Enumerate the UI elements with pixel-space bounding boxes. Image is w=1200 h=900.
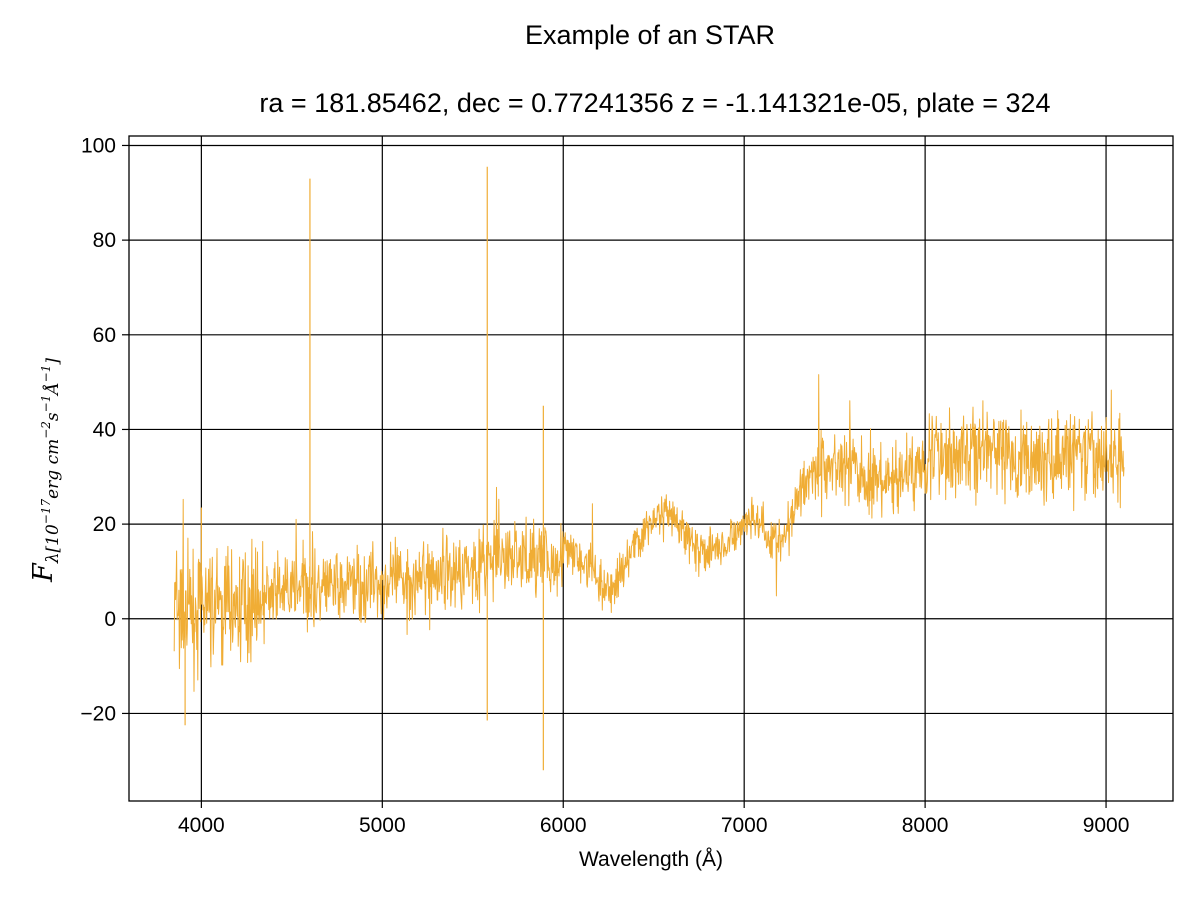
y-label-mid3: Å: [42, 382, 63, 396]
x-axis-label: Wavelength (Å): [579, 848, 723, 871]
y-label-mid1: erg cm: [43, 439, 63, 499]
y-axis-label: Fλ[10−17erg cm−2s−1Å−1]: [28, 358, 63, 583]
x-tick-label: 6000: [540, 814, 587, 837]
x-tick-label: 7000: [721, 814, 768, 837]
y-tick-label: 60: [93, 324, 116, 347]
y-label-sup3: −1: [39, 395, 53, 413]
y-label-sup1: −17: [39, 499, 53, 525]
chart-subtitle: ra = 181.85462, dec = 0.77241356 z = -1.…: [259, 88, 1051, 118]
y-label-sup4: −1: [39, 365, 53, 383]
x-axis-ticks: 4000 5000 6000 7000 8000 9000: [178, 801, 1129, 837]
y-label-end: ]: [43, 358, 63, 366]
plot-frame: [128, 135, 1174, 802]
x-tick-label: 9000: [1083, 814, 1130, 837]
y-tick-label: 80: [93, 229, 116, 252]
chart-title: Example of an STAR: [524, 20, 776, 50]
y-label-sub: λ[10: [43, 524, 63, 564]
y-tick-label: 100: [81, 134, 116, 157]
series-group: [173, 166, 1125, 771]
y-label-mid2: s: [43, 412, 63, 421]
y-tick-label: 40: [93, 418, 116, 441]
y-tick-label: 20: [93, 513, 116, 536]
y-label-sup2: −2: [39, 421, 53, 439]
y-axis-ticks: −20 0 20 40 60 80 100: [80, 134, 129, 725]
x-tick-label: 5000: [359, 814, 406, 837]
x-tick-label: 8000: [902, 814, 949, 837]
y-tick-label: −20: [80, 702, 116, 725]
grid-lines: [129, 136, 1173, 801]
y-label-main: F: [28, 562, 59, 583]
y-tick-label: 0: [104, 608, 116, 631]
x-tick-label: 4000: [178, 814, 225, 837]
spectrum-line: [173, 374, 1125, 692]
